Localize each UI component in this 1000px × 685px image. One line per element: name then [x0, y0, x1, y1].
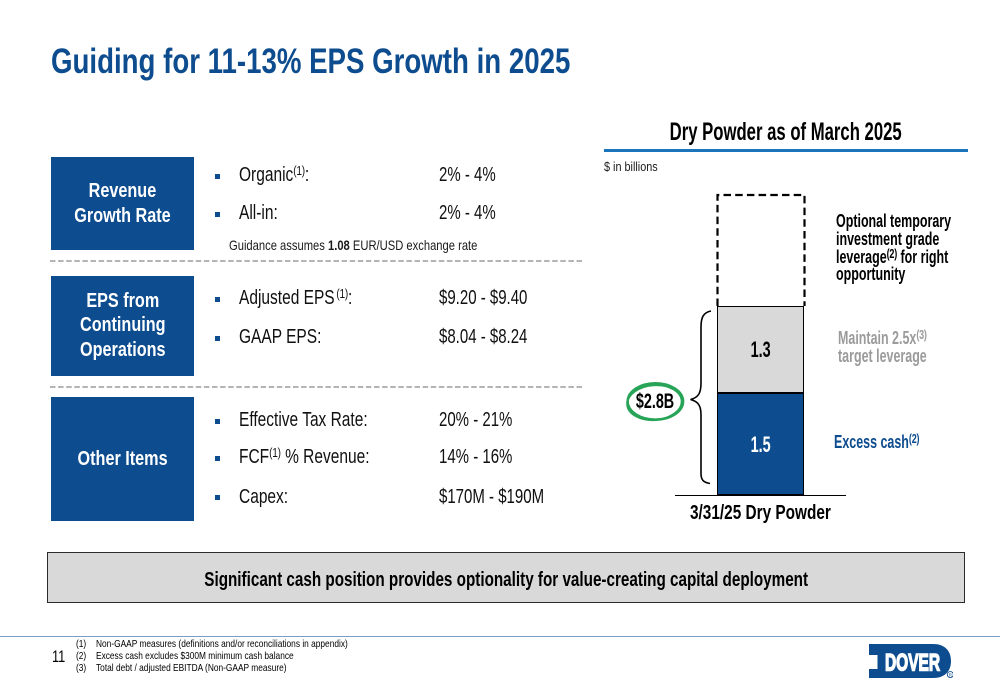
svg-text:DOVER: DOVER	[884, 650, 939, 676]
svg-text:R: R	[948, 672, 952, 677]
